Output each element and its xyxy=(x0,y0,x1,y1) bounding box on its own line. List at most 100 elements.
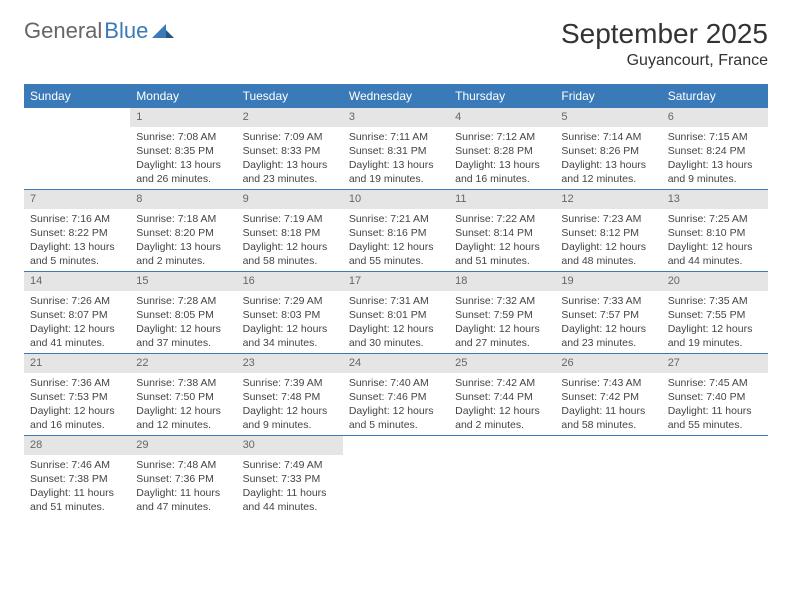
daylight-line: Daylight: 13 hours and 23 minutes. xyxy=(243,158,337,186)
sunrise-line: Sunrise: 7:38 AM xyxy=(136,376,230,390)
daylight-line: Daylight: 12 hours and 5 minutes. xyxy=(349,404,443,432)
daylight-line: Daylight: 13 hours and 19 minutes. xyxy=(349,158,443,186)
calendar-cell: 7Sunrise: 7:16 AMSunset: 8:22 PMDaylight… xyxy=(24,190,130,272)
sunset-line: Sunset: 8:01 PM xyxy=(349,308,443,322)
calendar-cell: 29Sunrise: 7:48 AMSunset: 7:36 PMDayligh… xyxy=(130,436,236,518)
daylight-line: Daylight: 12 hours and 37 minutes. xyxy=(136,322,230,350)
sunset-line: Sunset: 7:42 PM xyxy=(561,390,655,404)
sunrise-line: Sunrise: 7:23 AM xyxy=(561,212,655,226)
day-details: Sunrise: 7:33 AMSunset: 7:57 PMDaylight:… xyxy=(555,291,661,353)
daylight-line: Daylight: 13 hours and 2 minutes. xyxy=(136,240,230,268)
day-details: Sunrise: 7:43 AMSunset: 7:42 PMDaylight:… xyxy=(555,373,661,435)
sunrise-line: Sunrise: 7:39 AM xyxy=(243,376,337,390)
calendar-cell: 5Sunrise: 7:14 AMSunset: 8:26 PMDaylight… xyxy=(555,108,661,190)
sunrise-line: Sunrise: 7:11 AM xyxy=(349,130,443,144)
weekday-wednesday: Wednesday xyxy=(343,84,449,108)
sunset-line: Sunset: 8:22 PM xyxy=(30,226,124,240)
weekday-friday: Friday xyxy=(555,84,661,108)
day-details: Sunrise: 7:11 AMSunset: 8:31 PMDaylight:… xyxy=(343,127,449,189)
day-details: Sunrise: 7:22 AMSunset: 8:14 PMDaylight:… xyxy=(449,209,555,271)
day-cell: 12Sunrise: 7:23 AMSunset: 8:12 PMDayligh… xyxy=(555,190,661,272)
brand-blue: Blue xyxy=(104,18,148,44)
calendar-cell: 11Sunrise: 7:22 AMSunset: 8:14 PMDayligh… xyxy=(449,190,555,272)
calendar-head: SundayMondayTuesdayWednesdayThursdayFrid… xyxy=(24,84,768,108)
sunset-line: Sunset: 7:59 PM xyxy=(455,308,549,322)
day-number: 7 xyxy=(24,190,130,209)
day-details: Sunrise: 7:26 AMSunset: 8:07 PMDaylight:… xyxy=(24,291,130,353)
day-number: 13 xyxy=(662,190,768,209)
daylight-line: Daylight: 12 hours and 2 minutes. xyxy=(455,404,549,432)
day-cell: 17Sunrise: 7:31 AMSunset: 8:01 PMDayligh… xyxy=(343,272,449,354)
sunrise-line: Sunrise: 7:33 AM xyxy=(561,294,655,308)
day-number: 9 xyxy=(237,190,343,209)
day-cell: 21Sunrise: 7:36 AMSunset: 7:53 PMDayligh… xyxy=(24,354,130,436)
day-number: 17 xyxy=(343,272,449,291)
sunrise-line: Sunrise: 7:46 AM xyxy=(30,458,124,472)
day-cell: 15Sunrise: 7:28 AMSunset: 8:05 PMDayligh… xyxy=(130,272,236,354)
daylight-line: Daylight: 12 hours and 58 minutes. xyxy=(243,240,337,268)
day-details: Sunrise: 7:49 AMSunset: 7:33 PMDaylight:… xyxy=(237,455,343,518)
sunset-line: Sunset: 8:20 PM xyxy=(136,226,230,240)
calendar-cell: 12Sunrise: 7:23 AMSunset: 8:12 PMDayligh… xyxy=(555,190,661,272)
day-number: 18 xyxy=(449,272,555,291)
day-details: Sunrise: 7:39 AMSunset: 7:48 PMDaylight:… xyxy=(237,373,343,435)
calendar-body: 1Sunrise: 7:08 AMSunset: 8:35 PMDaylight… xyxy=(24,108,768,518)
day-details: Sunrise: 7:32 AMSunset: 7:59 PMDaylight:… xyxy=(449,291,555,353)
day-number: 24 xyxy=(343,354,449,373)
daylight-line: Daylight: 13 hours and 26 minutes. xyxy=(136,158,230,186)
day-details: Sunrise: 7:46 AMSunset: 7:38 PMDaylight:… xyxy=(24,455,130,518)
sunrise-line: Sunrise: 7:08 AM xyxy=(136,130,230,144)
daylight-line: Daylight: 12 hours and 19 minutes. xyxy=(668,322,762,350)
sunrise-line: Sunrise: 7:35 AM xyxy=(668,294,762,308)
brand-triangle-icon xyxy=(152,18,174,44)
day-details: Sunrise: 7:29 AMSunset: 8:03 PMDaylight:… xyxy=(237,291,343,353)
day-number: 20 xyxy=(662,272,768,291)
daylight-line: Daylight: 11 hours and 44 minutes. xyxy=(243,486,337,514)
sunrise-line: Sunrise: 7:45 AM xyxy=(668,376,762,390)
day-details: Sunrise: 7:19 AMSunset: 8:18 PMDaylight:… xyxy=(237,209,343,271)
day-details: Sunrise: 7:40 AMSunset: 7:46 PMDaylight:… xyxy=(343,373,449,435)
empty-cell xyxy=(555,436,661,518)
daylight-line: Daylight: 11 hours and 55 minutes. xyxy=(668,404,762,432)
calendar-row: 1Sunrise: 7:08 AMSunset: 8:35 PMDaylight… xyxy=(24,108,768,190)
weekday-row: SundayMondayTuesdayWednesdayThursdayFrid… xyxy=(24,84,768,108)
sunrise-line: Sunrise: 7:14 AM xyxy=(561,130,655,144)
calendar-cell: 22Sunrise: 7:38 AMSunset: 7:50 PMDayligh… xyxy=(130,354,236,436)
day-number: 25 xyxy=(449,354,555,373)
calendar-row: 7Sunrise: 7:16 AMSunset: 8:22 PMDaylight… xyxy=(24,190,768,272)
day-cell: 11Sunrise: 7:22 AMSunset: 8:14 PMDayligh… xyxy=(449,190,555,272)
daylight-line: Daylight: 12 hours and 27 minutes. xyxy=(455,322,549,350)
sunset-line: Sunset: 7:44 PM xyxy=(455,390,549,404)
sunset-line: Sunset: 8:28 PM xyxy=(455,144,549,158)
daylight-line: Daylight: 12 hours and 48 minutes. xyxy=(561,240,655,268)
daylight-line: Daylight: 12 hours and 12 minutes. xyxy=(136,404,230,432)
sunset-line: Sunset: 7:48 PM xyxy=(243,390,337,404)
sunset-line: Sunset: 8:33 PM xyxy=(243,144,337,158)
day-cell: 2Sunrise: 7:09 AMSunset: 8:33 PMDaylight… xyxy=(237,108,343,190)
calendar-cell: 30Sunrise: 7:49 AMSunset: 7:33 PMDayligh… xyxy=(237,436,343,518)
day-details: Sunrise: 7:38 AMSunset: 7:50 PMDaylight:… xyxy=(130,373,236,435)
calendar-table: SundayMondayTuesdayWednesdayThursdayFrid… xyxy=(24,84,768,518)
sunset-line: Sunset: 8:18 PM xyxy=(243,226,337,240)
calendar-cell: 20Sunrise: 7:35 AMSunset: 7:55 PMDayligh… xyxy=(662,272,768,354)
sunset-line: Sunset: 8:24 PM xyxy=(668,144,762,158)
sunrise-line: Sunrise: 7:12 AM xyxy=(455,130,549,144)
calendar-cell: 15Sunrise: 7:28 AMSunset: 8:05 PMDayligh… xyxy=(130,272,236,354)
day-cell: 1Sunrise: 7:08 AMSunset: 8:35 PMDaylight… xyxy=(130,108,236,190)
sunrise-line: Sunrise: 7:25 AM xyxy=(668,212,762,226)
day-cell: 7Sunrise: 7:16 AMSunset: 8:22 PMDaylight… xyxy=(24,190,130,272)
day-number: 16 xyxy=(237,272,343,291)
daylight-line: Daylight: 12 hours and 30 minutes. xyxy=(349,322,443,350)
daylight-line: Daylight: 13 hours and 12 minutes. xyxy=(561,158,655,186)
sunset-line: Sunset: 8:35 PM xyxy=(136,144,230,158)
calendar-cell xyxy=(343,436,449,518)
day-details: Sunrise: 7:09 AMSunset: 8:33 PMDaylight:… xyxy=(237,127,343,189)
sunrise-line: Sunrise: 7:18 AM xyxy=(136,212,230,226)
day-cell: 13Sunrise: 7:25 AMSunset: 8:10 PMDayligh… xyxy=(662,190,768,272)
calendar-cell: 13Sunrise: 7:25 AMSunset: 8:10 PMDayligh… xyxy=(662,190,768,272)
sunrise-line: Sunrise: 7:42 AM xyxy=(455,376,549,390)
sunset-line: Sunset: 8:03 PM xyxy=(243,308,337,322)
day-details: Sunrise: 7:14 AMSunset: 8:26 PMDaylight:… xyxy=(555,127,661,189)
calendar-cell: 28Sunrise: 7:46 AMSunset: 7:38 PMDayligh… xyxy=(24,436,130,518)
day-number: 14 xyxy=(24,272,130,291)
